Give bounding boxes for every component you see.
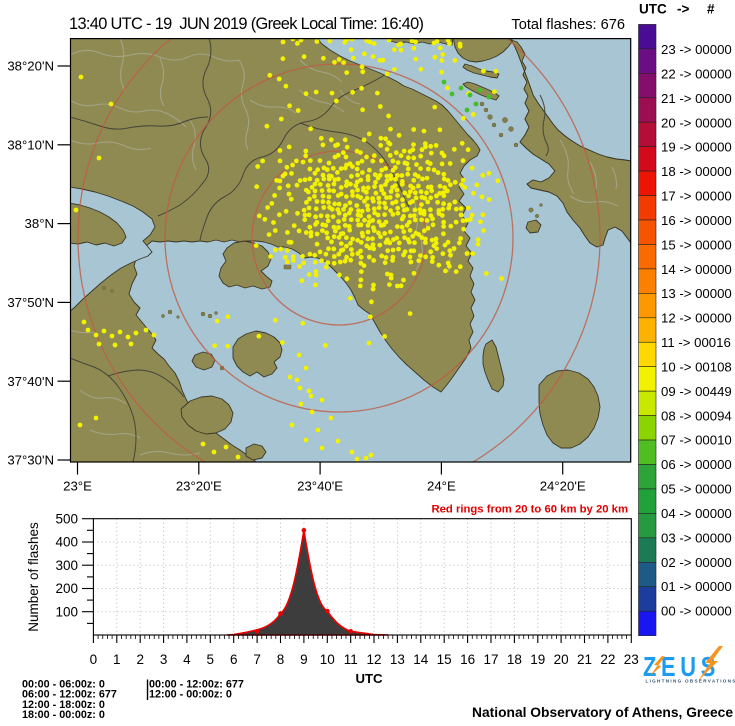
svg-text:38°20'N: 38°20'N	[7, 59, 54, 74]
svg-text:LIGHTNING OBSERVATIONS: LIGHTNING OBSERVATIONS	[646, 679, 735, 684]
svg-text:37°50'N: 37°50'N	[7, 295, 54, 310]
svg-text:11: 11	[344, 652, 358, 667]
svg-text:0: 0	[90, 652, 98, 667]
svg-text:#: #	[707, 2, 715, 17]
svg-text:22 -> 00000: 22 -> 00000	[661, 66, 732, 81]
svg-text:09 -> 00449: 09 -> 00449	[661, 384, 732, 399]
svg-text:->: ->	[677, 2, 689, 17]
svg-text:12 -> 00000: 12 -> 00000	[661, 311, 732, 326]
svg-text:17: 17	[483, 652, 498, 667]
svg-text:00 -> 00000: 00 -> 00000	[661, 604, 732, 619]
svg-text:15: 15	[437, 652, 452, 667]
svg-text:18 -> 00000: 18 -> 00000	[661, 164, 732, 179]
svg-text:19 -> 00000: 19 -> 00000	[661, 140, 732, 155]
svg-text:5: 5	[207, 652, 215, 667]
svg-text:05 -> 00000: 05 -> 00000	[661, 482, 732, 497]
svg-text:6: 6	[230, 652, 238, 667]
svg-text:18:00 - 00:00z: 0: 18:00 - 00:00z: 0	[22, 709, 105, 721]
svg-text:13:40 UTC - 19 JUN 2019 (Gree: 13:40 UTC - 19 JUN 2019 (Greek Local Tim…	[69, 15, 424, 33]
svg-text:01 -> 00000: 01 -> 00000	[661, 579, 732, 594]
svg-text:7: 7	[253, 652, 261, 667]
svg-text:12: 12	[366, 652, 381, 667]
svg-text:UTC: UTC	[355, 671, 383, 686]
svg-text:9: 9	[300, 652, 308, 667]
svg-text:1: 1	[113, 652, 121, 667]
svg-text:02 -> 00000: 02 -> 00000	[661, 555, 732, 570]
svg-text:3: 3	[160, 652, 168, 667]
svg-text:16 -> 00000: 16 -> 00000	[661, 213, 732, 228]
svg-text:20: 20	[554, 652, 569, 667]
svg-text:11 -> 00016: 11 -> 00016	[661, 335, 731, 350]
svg-text:10 -> 00108: 10 -> 00108	[661, 360, 732, 375]
svg-text:10: 10	[320, 652, 335, 667]
svg-text:38°10'N: 38°10'N	[7, 137, 54, 152]
svg-text:300: 300	[55, 558, 78, 573]
svg-text:16: 16	[460, 652, 475, 667]
svg-text:National Observatory of Athens: National Observatory of Athens, Greece	[472, 705, 733, 720]
svg-text:17 -> 00000: 17 -> 00000	[661, 189, 732, 204]
svg-text:37°30'N: 37°30'N	[7, 453, 54, 468]
svg-text:15 -> 00000: 15 -> 00000	[661, 237, 732, 252]
svg-text:14 -> 00000: 14 -> 00000	[661, 262, 732, 277]
svg-text:37°40'N: 37°40'N	[7, 374, 54, 389]
svg-text:|12:00 - 00:00z: 0: |12:00 - 00:00z: 0	[146, 689, 232, 701]
svg-text:20 -> 00000: 20 -> 00000	[661, 115, 732, 130]
svg-text:14: 14	[413, 652, 429, 667]
svg-text:Red rings from 20 to 60 km by: Red rings from 20 to 60 km by 20 km	[431, 504, 628, 516]
svg-text:100: 100	[55, 604, 78, 619]
svg-text:400: 400	[55, 535, 78, 550]
svg-text:4: 4	[183, 652, 191, 667]
svg-text:23 -> 00000: 23 -> 00000	[661, 42, 732, 57]
svg-text:23°20'E: 23°20'E	[176, 479, 222, 494]
svg-text:2: 2	[136, 652, 144, 667]
svg-text:38°N: 38°N	[25, 216, 54, 231]
svg-text:23°40'E: 23°40'E	[297, 479, 343, 494]
svg-text:21 -> 00000: 21 -> 00000	[661, 91, 732, 106]
svg-text:06 -> 00000: 06 -> 00000	[661, 457, 732, 472]
svg-text:18: 18	[507, 652, 522, 667]
svg-text:Total flashes: 676: Total flashes: 676	[511, 17, 625, 33]
svg-text:8: 8	[277, 652, 285, 667]
svg-text:08 -> 00094: 08 -> 00094	[661, 408, 732, 423]
svg-text:200: 200	[55, 581, 78, 596]
svg-text:21: 21	[577, 652, 592, 667]
svg-text:UTC: UTC	[639, 2, 667, 17]
svg-text:24°20'E: 24°20'E	[540, 479, 586, 494]
svg-text:23°E: 23°E	[63, 479, 92, 494]
svg-text:13: 13	[390, 652, 405, 667]
svg-text:24°E: 24°E	[427, 479, 456, 494]
svg-text:22: 22	[600, 652, 615, 667]
svg-text:23: 23	[624, 652, 639, 667]
svg-text:07 -> 00010: 07 -> 00010	[661, 433, 732, 448]
svg-text:500: 500	[55, 511, 78, 526]
svg-text:13 -> 00000: 13 -> 00000	[661, 286, 732, 301]
svg-text:04 -> 00000: 04 -> 00000	[661, 506, 732, 521]
svg-text:19: 19	[530, 652, 545, 667]
svg-text:03 -> 00000: 03 -> 00000	[661, 530, 732, 545]
svg-text:Number of flashes: Number of flashes	[26, 522, 41, 632]
